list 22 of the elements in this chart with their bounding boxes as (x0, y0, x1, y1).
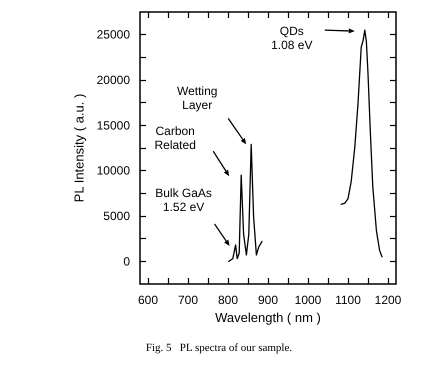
y-tick-label: 5000 (103, 209, 130, 223)
y-tick-label: 10000 (96, 164, 130, 178)
x-tick-label: 700 (178, 293, 198, 307)
y-tick-label: 15000 (96, 118, 130, 132)
annotation: Carbon Related (154, 124, 196, 152)
x-tick-label: 1200 (374, 293, 402, 307)
annotation: Wetting Layer (176, 84, 218, 112)
y-axis-title: PL Intensity ( a.u. ) (72, 94, 87, 202)
line-series (228, 144, 263, 262)
x-tick-label: 900 (258, 293, 278, 307)
x-tick-label: 1100 (335, 293, 362, 307)
x-tick-label: 1000 (294, 293, 322, 307)
x-tick-label: 600 (138, 293, 158, 307)
y-tick-label: 0 (123, 254, 130, 268)
x-tick-label: 800 (218, 293, 238, 307)
line-series (340, 29, 383, 258)
annotation: QDs 1.08 eV (271, 24, 312, 52)
y-tick-label: 20000 (96, 73, 130, 87)
y-tick-label: 25000 (96, 28, 130, 42)
annotation: Bulk GaAs 1.52 eV (155, 186, 212, 214)
caption: Fig. 5 PL spectra of our sample. (144, 342, 294, 354)
x-axis-title: Wavelength ( nm ) (215, 310, 321, 325)
